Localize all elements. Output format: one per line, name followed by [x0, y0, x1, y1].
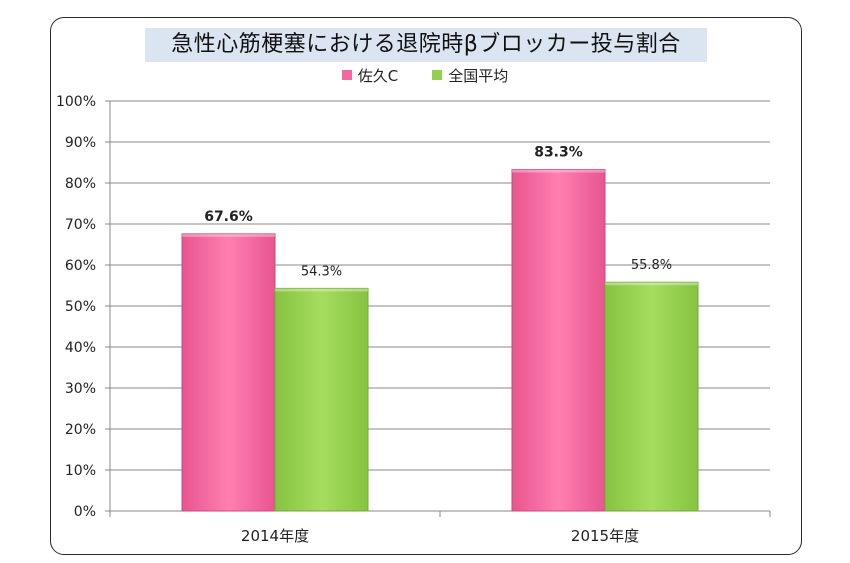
legend: 佐久C 全国平均	[0, 64, 850, 86]
bar-highlight	[605, 282, 698, 286]
legend-item-series-2: 全国平均	[432, 64, 508, 86]
y-tick-label: 100%	[56, 94, 96, 110]
y-tick-label: 70%	[65, 217, 96, 233]
x-category-label: 2014年度	[241, 527, 309, 545]
legend-label-series-2: 全国平均	[448, 66, 509, 85]
y-tick-label: 80%	[65, 176, 96, 192]
legend-label-series-1: 佐久C	[357, 66, 399, 85]
y-tick-label: 40%	[65, 340, 96, 356]
bar	[274, 287, 369, 512]
y-tick-label: 30%	[65, 381, 96, 397]
bar	[181, 233, 276, 512]
data-label: 55.8%	[631, 258, 672, 273]
data-label: 54.3%	[301, 264, 342, 279]
bar-highlight	[275, 288, 368, 292]
y-tick-label: 10%	[65, 463, 96, 479]
y-tick-label: 90%	[65, 135, 96, 151]
y-tick-label: 60%	[65, 258, 96, 274]
chart-title: 急性心筋梗塞における退院時βブロッカー投与割合	[145, 28, 707, 62]
bar-highlight	[512, 169, 605, 173]
legend-item-series-1: 佐久C	[341, 64, 399, 86]
legend-swatch-series-1	[341, 70, 352, 80]
y-tick-label: 0%	[74, 504, 96, 520]
y-tick-label: 20%	[65, 422, 96, 438]
bar-highlight	[182, 233, 275, 237]
bar	[604, 281, 699, 512]
data-label: 67.6%	[204, 209, 253, 225]
bar	[511, 168, 606, 512]
y-tick-label: 50%	[65, 299, 96, 315]
x-category-label: 2015年度	[571, 527, 639, 545]
legend-swatch-series-2	[432, 70, 443, 80]
data-label: 83.3%	[534, 144, 583, 160]
